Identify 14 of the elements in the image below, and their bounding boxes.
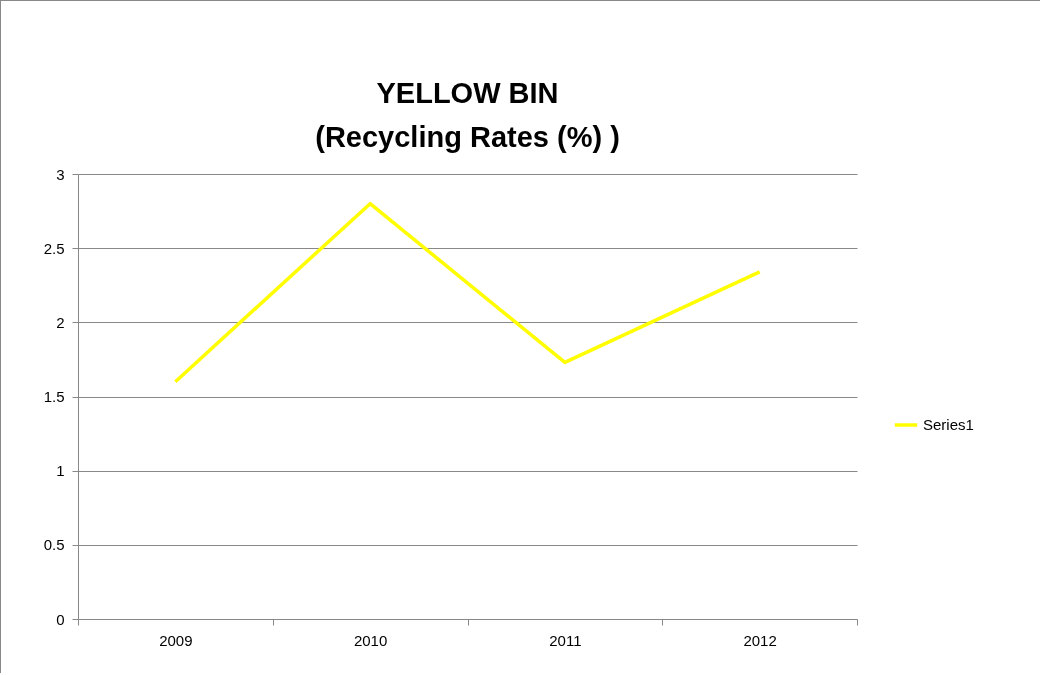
- y-tick-label: 3: [56, 165, 65, 183]
- x-tick-label: 2010: [353, 631, 388, 649]
- line-series: [173, 201, 762, 384]
- legend-label: Series1: [923, 416, 974, 433]
- y-tick-label: 2.5: [43, 239, 65, 257]
- x-tick-label: 2011: [549, 631, 582, 649]
- y-tick-label: 2: [56, 313, 65, 331]
- y-tick-label: 1.5: [43, 388, 65, 405]
- chart-title: YELLOW BIN (Recycling Rates (%) ): [315, 77, 620, 153]
- y-tick-label: 0.5: [43, 536, 65, 554]
- x-tick-label: 2009: [159, 631, 193, 649]
- y-tick-label: 1: [56, 462, 65, 480]
- x-tick-label: 2012: [743, 631, 777, 649]
- y-tick-label: 0: [56, 610, 65, 628]
